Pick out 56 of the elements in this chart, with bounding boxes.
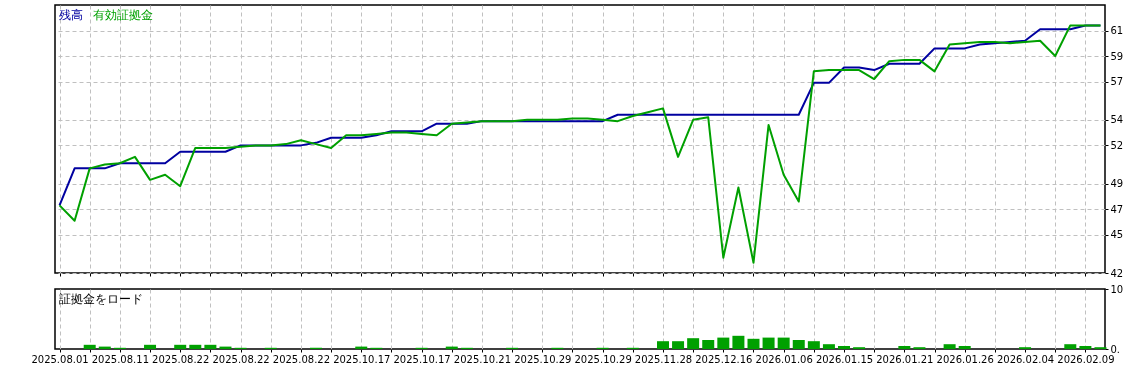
bar bbox=[838, 346, 851, 349]
bar bbox=[747, 338, 760, 349]
bar bbox=[656, 341, 669, 349]
x-tick-label: 2025.11.28 bbox=[634, 353, 693, 365]
x-tick-label: 2025.10.21 bbox=[453, 353, 512, 365]
bar bbox=[792, 340, 805, 349]
bar bbox=[204, 344, 217, 349]
bar bbox=[732, 335, 745, 349]
y-tick-label: 61 bbox=[1110, 25, 1124, 37]
y-tick-label: 49 bbox=[1110, 178, 1124, 190]
text: 有効証拠金 bbox=[93, 8, 153, 22]
y-tick-label: 54 bbox=[1110, 114, 1124, 126]
bar bbox=[174, 344, 187, 349]
bar bbox=[717, 337, 730, 349]
x-tick-label: 2025.08.22 bbox=[272, 353, 331, 365]
x-tick-label: 2025.10.17 bbox=[333, 353, 391, 365]
bar bbox=[777, 337, 790, 349]
x-tick-label: 2025.08.01 bbox=[31, 353, 89, 365]
y-tick-label: 59 bbox=[1110, 50, 1124, 62]
x-tick-label: 2025.08.22 bbox=[212, 353, 270, 365]
bar bbox=[83, 344, 96, 349]
x-tick-label: 2025.10.29 bbox=[574, 353, 632, 365]
bar bbox=[702, 340, 715, 349]
bar bbox=[807, 341, 820, 349]
bar bbox=[822, 344, 835, 349]
x-tick-label: 2026.02.09 bbox=[1057, 353, 1115, 365]
bar bbox=[687, 338, 700, 349]
bar bbox=[762, 337, 775, 349]
bar bbox=[958, 346, 971, 349]
text: 残高 bbox=[59, 8, 83, 22]
line-series bbox=[58, 24, 1102, 264]
y-tick-label: 47 bbox=[1110, 203, 1124, 215]
y-tick-label: 42 bbox=[1110, 267, 1124, 279]
bar bbox=[144, 344, 157, 349]
y-tick-label: 0. bbox=[1110, 343, 1121, 355]
bar bbox=[189, 344, 202, 349]
y-tick-label: 52 bbox=[1110, 139, 1124, 151]
x-tick-label: 2025.10.29 bbox=[514, 353, 572, 365]
y-tick-label: 57 bbox=[1110, 76, 1124, 88]
x-tick-label: 2026.01.21 bbox=[876, 353, 934, 365]
y-tick-label: 45 bbox=[1110, 229, 1124, 241]
x-tick-label: 2025.12.16 bbox=[695, 353, 753, 365]
x-tick-label: 2026.02.04 bbox=[996, 353, 1055, 365]
bar bbox=[1079, 346, 1092, 349]
bar bbox=[1064, 344, 1077, 349]
x-tick-label: 2026.01.26 bbox=[936, 353, 994, 365]
x-tick-label: 2026.01.15 bbox=[815, 353, 874, 365]
bar bbox=[672, 341, 685, 349]
x-tick-label: 2025.08.11 bbox=[91, 353, 149, 365]
x-tick-label: 2026.01.06 bbox=[755, 353, 813, 365]
x-tick-label: 2025.08.22 bbox=[152, 353, 210, 365]
bar bbox=[943, 344, 956, 349]
bar bbox=[898, 346, 911, 349]
chart-title: 証拠金をロード bbox=[59, 292, 143, 306]
y-tick-label: 10 bbox=[1110, 283, 1124, 295]
x-tick-label: 2025.10.17 bbox=[393, 353, 451, 365]
